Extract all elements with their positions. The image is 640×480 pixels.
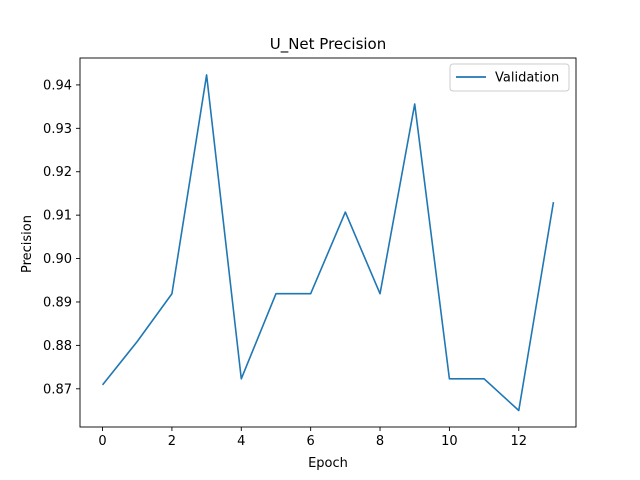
x-tick-label: 10 [441, 434, 458, 449]
series-line-0 [101, 74, 555, 412]
x-tick-label: 6 [307, 434, 315, 449]
legend-label: Validation [495, 71, 559, 86]
x-axis-label: Epoch [308, 456, 348, 471]
legend: Validation [449, 63, 570, 92]
x-tick-label: 12 [510, 434, 527, 449]
x-tick-label: 2 [168, 434, 176, 449]
axes-frame [79, 57, 577, 428]
x-tick-label: 8 [376, 434, 384, 449]
y-tick-label: 0.90 [43, 252, 72, 267]
axes: 0 2 4 6 8 10 12 0.87 0.88 0.89 0.90 0.91 0.92 0.93 0.9… [43, 57, 577, 449]
plot-area [101, 74, 555, 412]
legend-box [449, 63, 570, 92]
y-axis-label: Precision [20, 215, 35, 273]
x-tick-label: 4 [237, 434, 245, 449]
y-tick-label: 0.93 [43, 122, 72, 137]
y-tick-label: 0.91 [43, 209, 72, 224]
chart-title: U_Net Precision [270, 35, 387, 54]
y-tick-label: 0.94 [43, 78, 72, 93]
y-tick-label: 0.87 [43, 382, 72, 397]
x-tick-label: 0 [98, 434, 106, 449]
y-tick-label: 0.88 [43, 339, 72, 354]
y-tick-label: 0.89 [43, 295, 72, 310]
y-tick-label: 0.92 [43, 165, 72, 180]
